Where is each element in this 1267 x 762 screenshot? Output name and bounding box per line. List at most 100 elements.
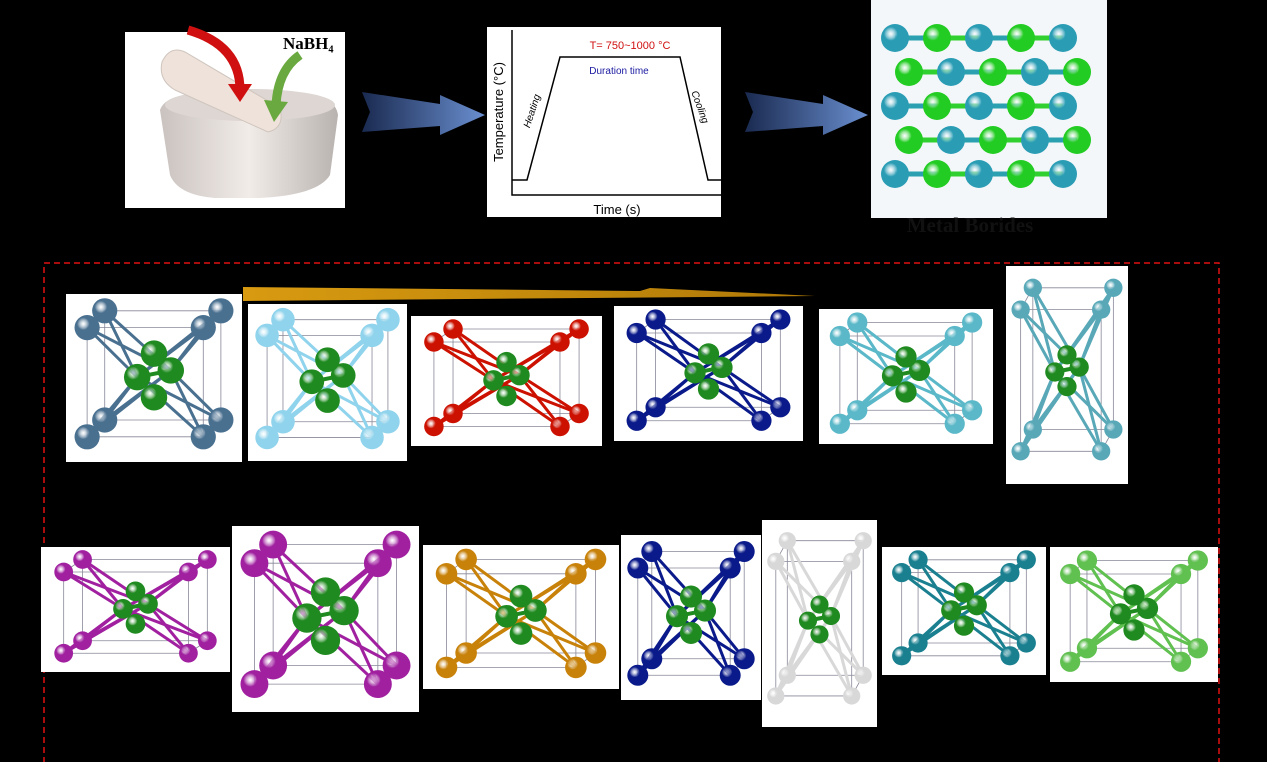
bond: [310, 334, 373, 383]
atom: [1170, 651, 1192, 672]
atom: [1016, 550, 1036, 570]
atom: [965, 160, 993, 188]
x-axis-label: Time (s): [593, 202, 640, 217]
atom: [179, 643, 198, 663]
atom: [697, 378, 720, 400]
green-arrow: [271, 51, 303, 106]
bond: [918, 369, 974, 412]
bond: [1077, 366, 1103, 452]
mortar-bowl: [160, 93, 338, 198]
atom: [1057, 345, 1077, 365]
bond: [1119, 572, 1182, 616]
atom: [923, 24, 951, 52]
bond: [720, 366, 763, 422]
bond: [950, 571, 1011, 612]
atom: [1063, 126, 1091, 154]
axes: [511, 30, 721, 196]
product-label: Metal Borides: [907, 213, 1034, 237]
atom: [847, 312, 868, 333]
atom: [923, 92, 951, 120]
atom: [1007, 160, 1035, 188]
atom: [310, 577, 341, 607]
atom: [208, 407, 234, 433]
atom: [363, 549, 392, 578]
atom: [979, 126, 1007, 154]
atom: [923, 160, 951, 188]
temperature-label: T= 750~1000 °C: [590, 40, 671, 52]
bond: [1031, 287, 1057, 373]
atom: [810, 625, 829, 644]
atom: [1063, 58, 1091, 86]
atom: [550, 332, 570, 352]
atom: [509, 622, 533, 645]
atom: [829, 413, 851, 434]
atom: [895, 58, 923, 86]
atom: [881, 160, 909, 188]
atom: [767, 687, 785, 705]
y-axis-label: Temperature (°C): [491, 62, 506, 162]
atom: [496, 385, 517, 407]
atom: [271, 409, 295, 434]
green-arrow-head: [264, 100, 288, 122]
atom: [1069, 357, 1089, 377]
atom: [565, 563, 587, 585]
atom: [626, 322, 647, 344]
atom: [179, 562, 198, 582]
atom: [435, 656, 458, 679]
atom: [569, 319, 589, 339]
red-arrow-head: [228, 84, 252, 102]
atom: [1023, 278, 1042, 297]
atom: [569, 403, 589, 424]
atom: [953, 615, 975, 636]
atom: [363, 670, 392, 699]
bond: [518, 374, 562, 428]
reagent-label: NaBH₄: [283, 34, 333, 53]
atom: [1170, 563, 1192, 585]
atom: [908, 550, 928, 570]
atom: [892, 646, 912, 666]
atom: [455, 642, 477, 664]
atom: [1049, 160, 1077, 188]
atom: [1011, 442, 1030, 461]
bond: [1069, 572, 1122, 616]
atom: [881, 92, 909, 120]
atom: [1076, 550, 1098, 571]
atom: [509, 364, 530, 386]
bond: [721, 366, 782, 409]
atom: [908, 359, 931, 382]
atom: [255, 425, 279, 450]
bond: [703, 610, 732, 676]
atom: [190, 424, 216, 450]
crystal: [232, 526, 419, 712]
atom: [684, 362, 706, 384]
atom: [1123, 584, 1145, 606]
atom: [1187, 638, 1208, 659]
bond: [675, 566, 732, 618]
bond: [635, 371, 696, 422]
atom: [944, 413, 965, 434]
atom: [197, 631, 217, 651]
atom: [157, 357, 185, 384]
atom: [1021, 58, 1049, 86]
bond: [774, 620, 810, 697]
atom: [424, 416, 444, 437]
bond: [891, 334, 956, 378]
atom: [821, 606, 841, 626]
atom: [711, 356, 733, 379]
atom: [1076, 638, 1098, 659]
atom: [1021, 126, 1049, 154]
atom: [953, 582, 975, 603]
atom: [240, 549, 269, 578]
atom: [1104, 278, 1123, 297]
atom: [1187, 550, 1208, 571]
bond: [122, 570, 190, 611]
bond: [146, 602, 190, 655]
atom: [92, 407, 118, 433]
crystal: [66, 294, 242, 462]
bond: [654, 318, 697, 374]
atom: [584, 642, 607, 664]
atom: [1016, 633, 1036, 653]
atom: [1045, 362, 1065, 382]
mortar-panel: NaBH₄: [125, 25, 345, 208]
atom: [778, 666, 796, 684]
